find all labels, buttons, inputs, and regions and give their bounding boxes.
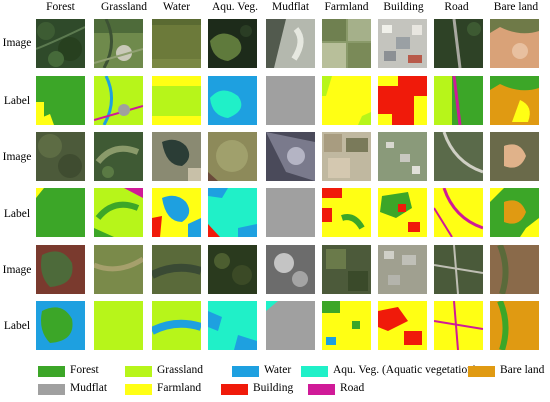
image-tile-farmland-3 <box>322 245 371 294</box>
label-tile-mudflat-2 <box>266 188 315 237</box>
label-tile-aqu-veg-3 <box>208 301 257 350</box>
col-header-aqu-veg: Aqu. Veg. <box>211 1 259 13</box>
image-tile-aqu-veg-1 <box>208 19 257 68</box>
row-label-image-2: Image <box>2 151 32 163</box>
legend-swatch-aqu-veg <box>301 366 328 377</box>
legend-label-forest: Forest <box>70 364 99 376</box>
label-tile-forest-1 <box>36 76 85 125</box>
image-tile-mudflat-2 <box>266 132 315 181</box>
legend-swatch-bare-land <box>468 366 495 377</box>
image-tile-bare-land-2 <box>490 132 539 181</box>
image-tile-bare-land-1 <box>490 19 539 68</box>
col-header-grassland: Grassland <box>101 1 147 13</box>
label-tile-aqu-veg-1 <box>208 76 257 125</box>
image-tile-road-1 <box>434 19 483 68</box>
image-tile-building-2 <box>378 132 427 181</box>
legend-row-2: Mudflat Farmland Building Road <box>38 382 438 397</box>
label-tile-grassland-3 <box>94 301 143 350</box>
legend-label-farmland: Farmland <box>157 382 202 394</box>
label-tile-farmland-3 <box>322 301 371 350</box>
image-tile-forest-1 <box>36 19 85 68</box>
legend-swatch-water <box>232 366 259 377</box>
image-tile-aqu-veg-2 <box>208 132 257 181</box>
label-tile-aqu-veg-2 <box>208 188 257 237</box>
label-tile-building-3 <box>378 301 427 350</box>
image-tile-building-1 <box>378 19 427 68</box>
image-tile-farmland-2 <box>322 132 371 181</box>
label-tile-mudflat-3 <box>266 301 315 350</box>
label-tile-road-3 <box>434 301 483 350</box>
image-tile-building-3 <box>378 245 427 294</box>
label-tile-bare-land-1 <box>490 76 539 125</box>
legend-label-aqu-veg: Aqu. Veg. (Aquatic vegetation) <box>333 364 477 376</box>
col-header-building: Building <box>383 1 424 13</box>
legend-swatch-building <box>221 384 248 395</box>
label-tile-building-2 <box>378 188 427 237</box>
legend-label-road: Road <box>340 382 365 394</box>
image-tile-water-1 <box>152 19 201 68</box>
col-header-bare-land: Bare land <box>493 1 539 13</box>
image-tile-mudflat-3 <box>266 245 315 294</box>
label-tile-grassland-1 <box>94 76 143 125</box>
image-tile-forest-2 <box>36 132 85 181</box>
image-tile-bare-land-3 <box>490 245 539 294</box>
col-header-water: Water <box>162 1 191 13</box>
legend-label-building: Building <box>253 382 294 394</box>
label-tile-farmland-1 <box>322 76 371 125</box>
legend-swatch-road <box>308 384 335 395</box>
label-tile-farmland-2 <box>322 188 371 237</box>
legend-label-mudflat: Mudflat <box>70 382 108 394</box>
image-tile-road-3 <box>434 245 483 294</box>
col-header-farmland: Farmland <box>324 1 369 13</box>
image-tile-mudflat-1 <box>266 19 315 68</box>
label-tile-forest-2 <box>36 188 85 237</box>
row-label-label-1: Label <box>3 95 31 107</box>
legend-swatch-mudflat <box>38 384 65 395</box>
label-tile-bare-land-3 <box>490 301 539 350</box>
col-header-road: Road <box>444 1 469 13</box>
image-tile-grassland-1 <box>94 19 143 68</box>
label-tile-building-1 <box>378 76 427 125</box>
col-header-mudflat: Mudflat <box>271 1 310 13</box>
label-tile-bare-land-2 <box>490 188 539 237</box>
label-tile-mudflat-1 <box>266 76 315 125</box>
row-label-image-1: Image <box>2 37 32 49</box>
image-tile-water-3 <box>152 245 201 294</box>
label-tile-grassland-2 <box>94 188 143 237</box>
legend-label-bare-land: Bare land <box>500 364 545 376</box>
label-tile-water-1 <box>152 76 201 125</box>
row-label-image-3: Image <box>2 264 32 276</box>
legend-row-1: Forest Grassland Water Aqu. Veg. (Aquati… <box>38 364 548 379</box>
image-tile-water-2 <box>152 132 201 181</box>
legend-label-grassland: Grassland <box>157 364 203 376</box>
row-label-label-2: Label <box>3 208 31 220</box>
col-header-forest: Forest <box>46 1 75 13</box>
row-label-label-3: Label <box>3 320 31 332</box>
label-tile-forest-3 <box>36 301 85 350</box>
label-tile-road-2 <box>434 188 483 237</box>
legend-swatch-forest <box>38 366 65 377</box>
image-tile-grassland-2 <box>94 132 143 181</box>
legend-swatch-grassland <box>125 366 152 377</box>
image-tile-forest-3 <box>36 245 85 294</box>
label-tile-water-2 <box>152 188 201 237</box>
label-tile-water-3 <box>152 301 201 350</box>
image-tile-farmland-1 <box>322 19 371 68</box>
image-tile-aqu-veg-3 <box>208 245 257 294</box>
legend-label-water: Water <box>264 364 292 376</box>
image-tile-grassland-3 <box>94 245 143 294</box>
image-tile-road-2 <box>434 132 483 181</box>
legend-swatch-farmland <box>125 384 152 395</box>
label-tile-road-1 <box>434 76 483 125</box>
